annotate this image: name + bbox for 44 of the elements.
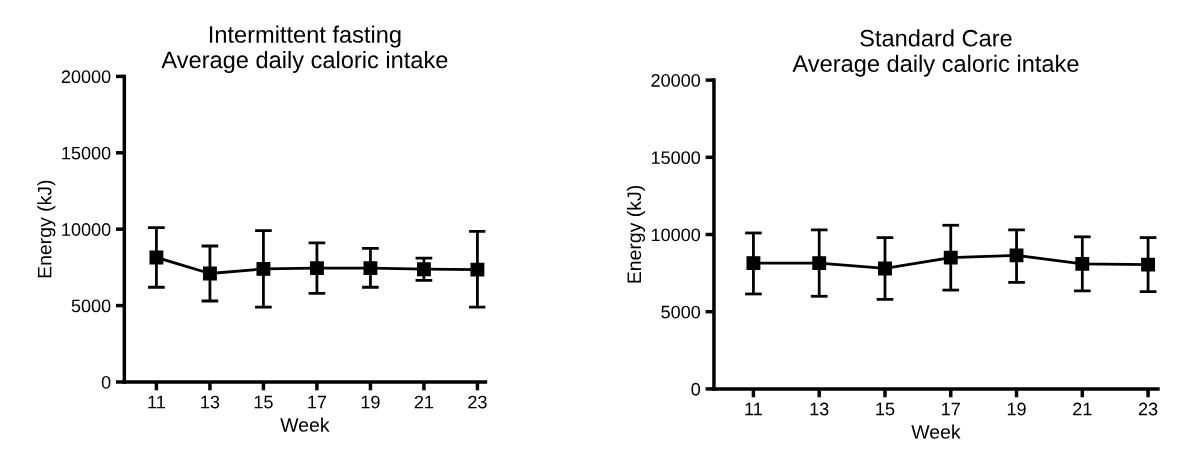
y-tick-label: 20000 <box>61 70 111 84</box>
point <box>1009 248 1024 263</box>
x-tick-label: 23 <box>1138 402 1158 416</box>
chart-title: Standard Care Average daily caloric intake <box>792 29 1079 77</box>
y-tick-label: 5000 <box>71 299 111 313</box>
x-tick-label: 13 <box>201 395 220 409</box>
point <box>256 261 271 276</box>
x-tick-label: 21 <box>414 395 434 409</box>
x-tick-label: 11 <box>745 402 762 416</box>
chart-title: Intermittent fasting Average daily caloric intake <box>161 25 448 73</box>
x-tick-label: 17 <box>942 402 960 416</box>
point <box>878 261 892 276</box>
point <box>309 261 324 276</box>
y-tick-label: 10000 <box>651 228 701 242</box>
x-tick-label: 13 <box>810 402 829 416</box>
point <box>416 262 431 277</box>
x-axis-title: Week <box>911 424 961 439</box>
point <box>202 266 217 281</box>
x-tick-label: 15 <box>876 402 895 416</box>
y-tick-label: 5000 <box>661 305 701 319</box>
x-tick-label: 21 <box>1073 402 1092 416</box>
x-tick-label: 19 <box>1007 402 1026 416</box>
point <box>363 261 378 276</box>
y-tick-label: 15000 <box>62 146 111 160</box>
x-axis-title: Week <box>280 417 330 432</box>
y-tick-label: 20000 <box>651 74 701 87</box>
point <box>1141 257 1156 272</box>
x-tick-label: 11 <box>148 395 165 409</box>
y-tick-label: 0 <box>691 382 701 396</box>
y-tick-label: 0 <box>101 375 111 389</box>
y-tick-label: 15000 <box>651 151 701 165</box>
point <box>149 250 164 265</box>
y-tick-label: 10000 <box>62 223 111 236</box>
point <box>943 250 958 265</box>
x-tick-label: 23 <box>468 395 487 409</box>
point <box>812 256 827 271</box>
point <box>470 262 485 277</box>
x-tick-label: 19 <box>361 395 380 409</box>
point <box>746 256 761 271</box>
y-axis-title: Energy (kJ) <box>626 186 645 283</box>
x-tick-label: 17 <box>308 395 327 409</box>
y-axis-title: Energy (kJ) <box>37 180 56 278</box>
point <box>1075 256 1090 271</box>
x-tick-label: 15 <box>254 395 273 409</box>
